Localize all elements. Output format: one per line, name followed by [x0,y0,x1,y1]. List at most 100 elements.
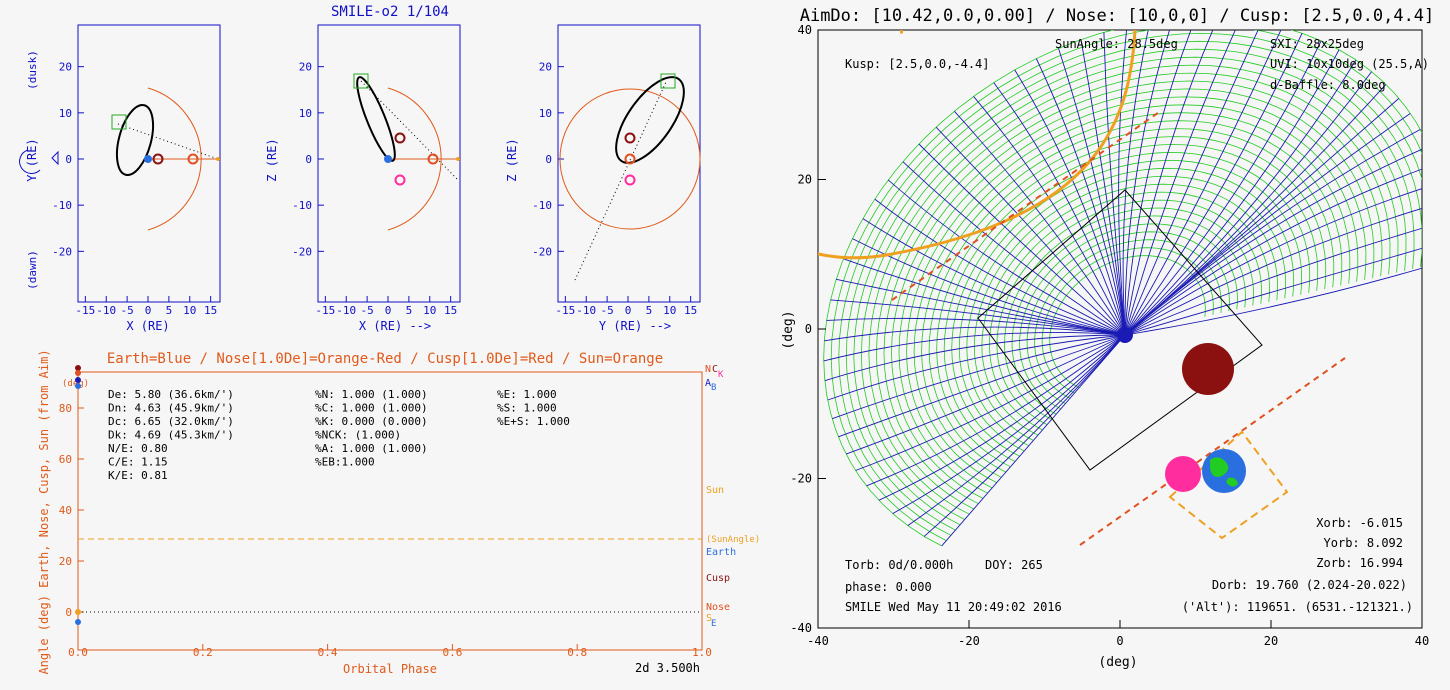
mesh-spoke [892,334,1126,514]
x-tick-label: -15 [75,304,95,317]
sky-zorb: Zorb: 16.994 [1316,556,1403,570]
mesh-spoke [918,143,1126,336]
mesh-spoke [993,82,1126,336]
y-tick-label: -20 [292,245,312,258]
panel-xy-ylabel: Y (RE) [25,138,39,181]
sky-phase: phase: 0.000 [845,580,932,594]
sky-panel: AimDo: [10.42,0.0,0.00] / Nose: [10,0,0]… [781,6,1435,670]
stat-line: %NCK: (1.000) [315,429,401,442]
sky-torb: Torb: 0d/0.000h [845,558,953,572]
x-tick-label: 20 [1264,634,1278,648]
mesh-spoke [824,334,1126,382]
panel-xy-xlabel: X (RE) [126,319,169,333]
panel-xz-nose [427,153,439,165]
mesh-spoke [1103,32,1126,336]
x-tick-label: 5 [646,304,653,317]
mesh-ring [883,80,1383,505]
y-tick-label: 20 [798,173,812,187]
right-label-sunangle: (SunAngle) [706,535,760,545]
marker-nose-top [75,370,81,376]
panel-xy-spacecraft-box [111,114,127,130]
y-tick-label: 0 [65,606,72,619]
stat-line: %A: 1.000 (1.000) [315,442,428,455]
mesh-spoke [845,334,1126,455]
panel-xy-los [117,123,219,160]
panel-xz-frame [317,24,461,303]
mesh-spoke [902,161,1126,336]
sky-ticks: -40 -20 0 20 40 40 20 0 -20 -40 [790,23,1429,648]
x-tick-label: -5 [120,304,133,317]
mesh-spoke [878,334,1126,501]
phase-panel-frame [77,371,703,651]
mesh-ring [838,32,1422,536]
right-label-b: B [711,383,716,393]
phase-panel-xlabel: Orbital Phase [343,662,437,676]
y-tick-label: -20 [790,472,812,486]
stat-line: %E: 1.000 [497,388,557,401]
panel-yz-cusp [624,132,636,144]
mesh-spoke [1124,129,1421,336]
x-tick-label: 0.6 [442,646,462,659]
phase-panel-footer: 2d 3.500h [635,661,700,675]
stat-line: K/E: 0.81 [108,469,168,482]
mesh-spoke [1122,30,1149,336]
panel-xz-sun [456,157,460,161]
marker-earth-bottom [75,619,81,625]
mesh-spoke [826,317,1126,336]
sky-title: AimDo: [10.42,0.0,0.00] / Nose: [10,0,0]… [800,6,1435,26]
panel-yz-xlabel: Y (RE) --> [599,319,671,333]
mesh-ring [951,151,1311,457]
panel-xz-earth [384,155,392,163]
mesh-ring [875,72,1391,510]
x-tick-label: 5 [166,304,173,317]
y-tick-label: -10 [292,199,312,212]
mesh-spoke [954,110,1126,336]
panel-yz-magnetopause [559,88,701,230]
panel-xz-spacecraft-box [353,73,369,89]
sky-ylabel: (deg) [781,310,796,349]
panel-yz-kusp [624,174,636,186]
y-tick-label: 10 [539,107,552,120]
x-tick-label: 0.4 [318,646,338,659]
aim-center [1117,327,1133,343]
mesh-spoke [1124,30,1236,336]
x-tick-label: 0 [625,304,632,317]
mesh-spoke [855,334,1126,471]
mesh-ring [1019,223,1238,410]
panel-xy-sun [216,157,220,161]
sky-yorb: Yorb: 8.092 [1324,536,1403,550]
panel-xz-xlabel: X (RE) --> [359,319,431,333]
right-label-nose: Nose [706,602,730,613]
phase-panel-ylabel: Angle (deg) Earth, Nose, Cusp, Sun (from… [37,349,51,674]
mesh-spoke [866,334,1126,487]
stats-col1: De: 5.80 (36.6km/')Dn: 4.63 (45.9km/')Dc… [108,388,234,482]
mesh-spoke [935,126,1126,336]
mesh-spoke [1058,48,1126,336]
mesh-spoke [1014,69,1126,336]
right-label-earth: Earth [706,547,736,558]
uvi-fov-box [1168,430,1289,540]
y-tick-label: 80 [59,402,72,415]
mesh-spoke [1124,247,1422,336]
mesh-spoke [923,334,1126,537]
mesh-spoke [827,334,1126,401]
terminator-line-upper [891,109,1163,301]
marker-nose-zero [75,609,81,615]
x-tick-label: -10 [96,304,116,317]
marker-b-top [75,383,81,389]
y-tick-label: -40 [790,621,812,635]
panel-xy-earth [144,155,152,163]
x-tick-label: -40 [807,634,829,648]
phase-panel-deg-label: (deg) [62,379,89,389]
sky-uvi: UVI: 10x10deg (25.5,A) [1270,57,1429,71]
stat-line: %C: 1.000 (1.000) [315,402,428,415]
panel-yz-nose [624,153,636,165]
y-tick-label: 20 [299,61,312,74]
panel-yz-orbit [615,76,685,164]
x-tick-label: 5 [406,304,413,317]
mesh-ring [1026,231,1230,404]
